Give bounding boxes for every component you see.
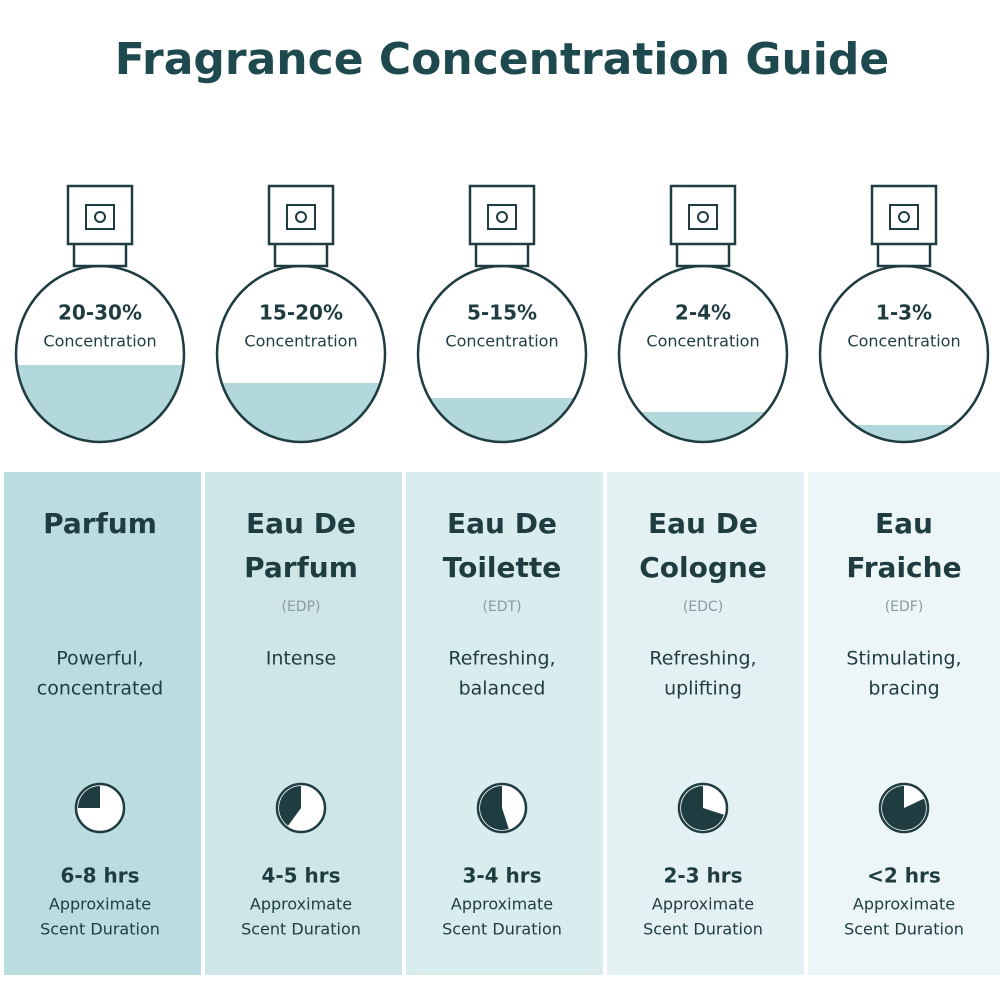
duration-note: Approximate [853,895,955,914]
column-panel [406,472,603,975]
bottle-cap [870,184,938,246]
bottle-nozzle [487,204,517,230]
concentration-label: Concentration [244,332,357,351]
description: Refreshing, [649,648,756,670]
duration-note: Scent Duration [844,920,964,939]
clock-fill [278,786,301,826]
bottle-nozzle [286,204,316,230]
bottle-nozzle-hole [697,211,709,223]
type-name: Eau De [246,507,356,540]
bottle-nozzle [688,204,718,230]
bottle-liquid [619,412,787,442]
bottle-nozzle-hole [94,211,106,223]
duration-note: Scent Duration [241,920,361,939]
concentration-label: Concentration [445,332,558,351]
bottle-nozzle [85,204,115,230]
duration-note: Scent Duration [40,920,160,939]
bottle-nozzle-hole [898,211,910,223]
column-panel [4,472,201,975]
duration-note: Scent Duration [643,920,763,939]
type-name: Parfum [244,551,358,584]
bottle-body [818,264,990,444]
description: bracing [868,678,939,700]
concentration: 1-3% [876,301,932,325]
type-name: Fraiche [846,551,961,584]
duration: 2-3 hrs [663,864,742,888]
clock-fill [480,786,509,830]
bottle-nozzle-hole [496,211,508,223]
concentration: 2-4% [675,301,731,325]
description: Stimulating, [846,648,961,670]
bottle-nozzle-hole [295,211,307,223]
concentration-label: Concentration [847,332,960,351]
type-name: Parfum [43,507,157,540]
abbreviation: (EDT) [482,599,521,615]
type-name: Eau De [648,507,758,540]
type-name: Toilette [443,551,562,584]
duration-note: Approximate [250,895,352,914]
bottle-liquid [217,383,385,442]
description: concentrated [37,678,163,700]
column-panel [205,472,402,975]
description: uplifting [664,678,742,700]
bottle-cap [267,184,335,246]
duration-note: Approximate [652,895,754,914]
description: Intense [266,648,336,670]
description: balanced [459,678,546,700]
title: Fragrance Concentration Guide [115,34,889,85]
description: Powerful, [56,648,144,670]
duration: 6-8 hrs [60,864,139,888]
duration-note: Scent Duration [442,920,562,939]
clock-fill [882,786,926,830]
bottle-liquid [418,398,586,442]
concentration: 20-30% [58,301,142,325]
duration: 4-5 hrs [261,864,340,888]
duration-note: Approximate [49,895,151,914]
concentration: 15-20% [259,301,343,325]
concentration: 5-15% [467,301,537,325]
abbreviation: (EDP) [282,599,321,615]
clock-fill [681,786,724,830]
duration: <2 hrs [867,864,941,888]
clock-fill [78,786,100,808]
concentration-label: Concentration [646,332,759,351]
abbreviation: (EDC) [683,599,723,615]
duration: 3-4 hrs [462,864,541,888]
description: Refreshing, [448,648,555,670]
abbreviation: (EDF) [885,599,924,615]
type-name: Eau De [447,507,557,540]
column-panel [607,472,804,975]
type-name: Cologne [639,551,767,584]
column-panel [808,472,1000,975]
duration-note: Approximate [451,895,553,914]
type-name: Eau [875,507,933,540]
concentration-label: Concentration [43,332,156,351]
bottle-nozzle [889,204,919,230]
